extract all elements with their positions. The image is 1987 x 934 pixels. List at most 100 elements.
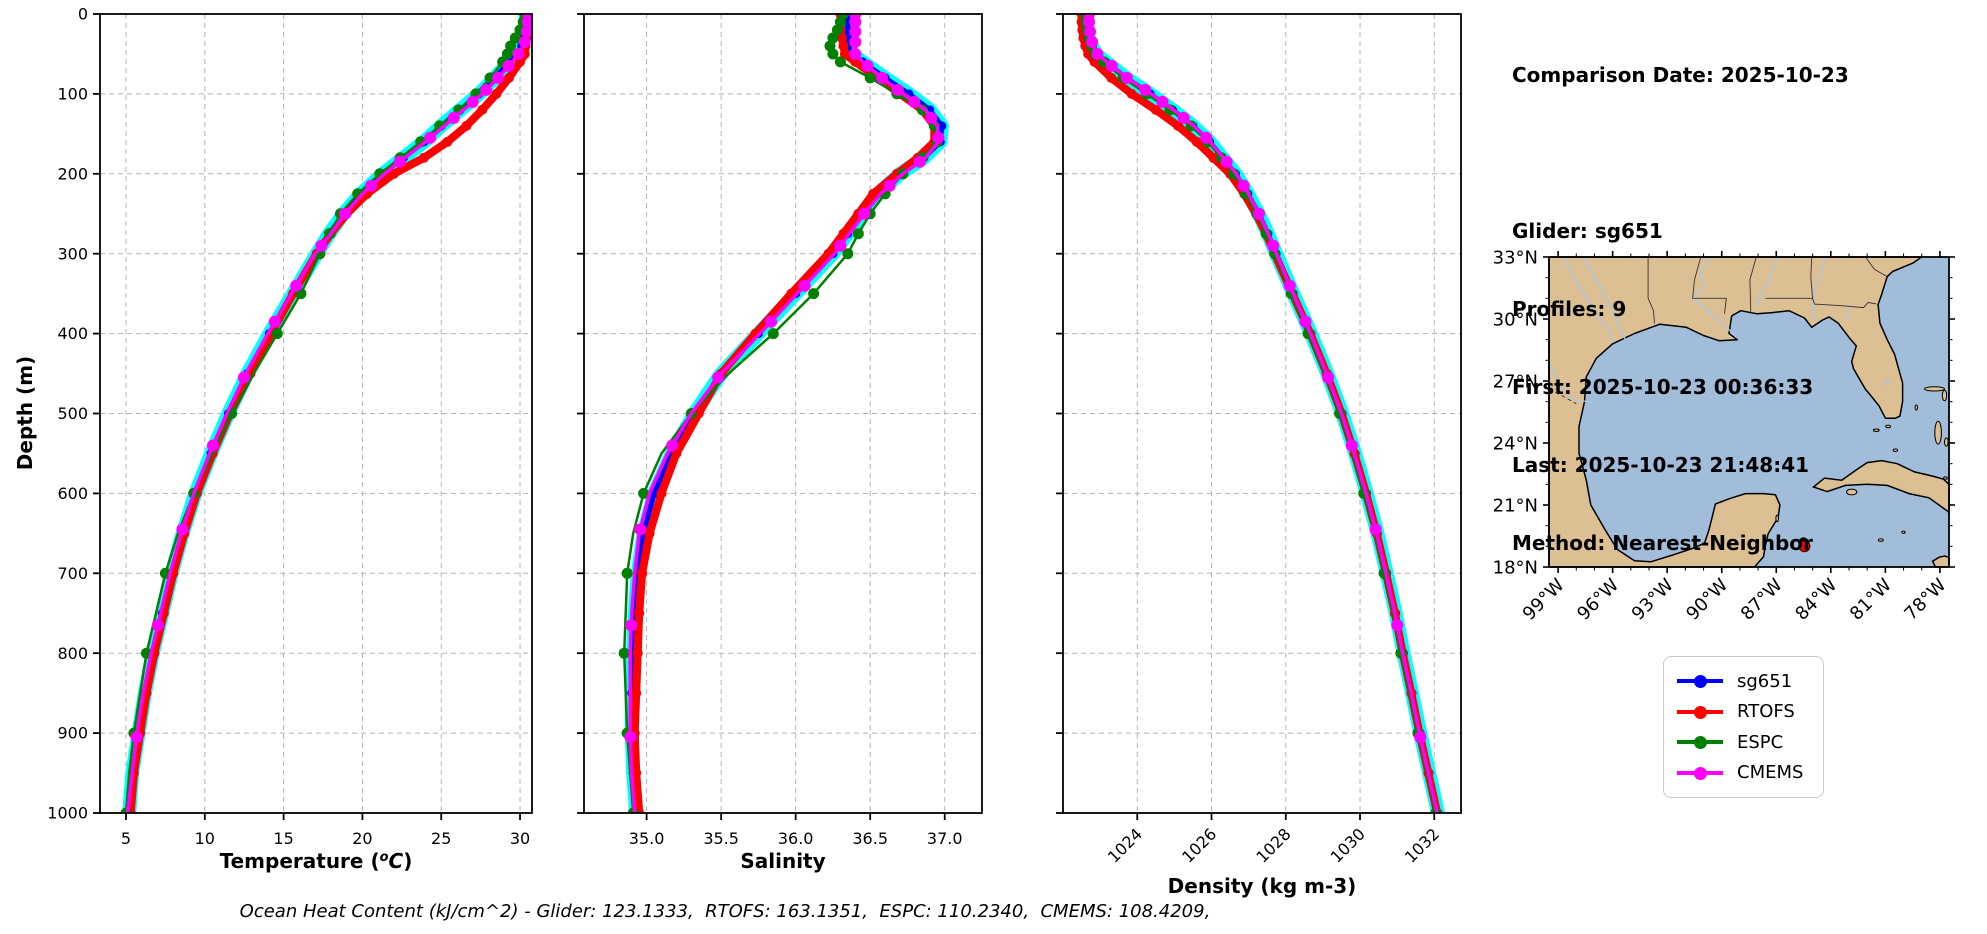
marker-RTOFS <box>632 648 643 659</box>
marker-CMEMS <box>891 83 904 96</box>
marker-CMEMS <box>925 111 938 124</box>
river <box>1757 256 1779 307</box>
marker-CMEMS <box>1086 36 1099 48</box>
x-tick-label: 35.5 <box>703 829 739 848</box>
marker-CMEMS <box>237 371 250 384</box>
x-tick-label: 25 <box>431 829 451 848</box>
marker-CMEMS <box>849 16 862 28</box>
island <box>1846 488 1858 496</box>
axis-ticks <box>1056 13 1436 820</box>
marker-CMEMS <box>1177 111 1190 124</box>
marker-ESPC <box>842 248 854 260</box>
marker-CMEMS <box>518 36 531 48</box>
marker-CMEMS <box>849 36 862 48</box>
legend-line-sample <box>1677 705 1723 719</box>
y-tick-label: 600 <box>57 484 88 503</box>
x-tick-label: 1032 <box>1401 824 1443 866</box>
marker-CMEMS <box>502 59 515 72</box>
marker-CMEMS <box>666 439 679 452</box>
glider-position-marker <box>1798 540 1811 553</box>
island <box>1934 420 1942 445</box>
y-tick-label: 0 <box>78 5 88 24</box>
marker-CMEMS <box>1156 95 1169 108</box>
marker-CMEMS <box>480 83 493 96</box>
marker-CMEMS <box>365 179 378 192</box>
marker-CMEMS <box>130 731 143 744</box>
marker-CMEMS <box>1084 25 1096 38</box>
map-frame <box>1548 256 1950 568</box>
marker-RTOFS <box>839 49 850 59</box>
marker-RTOFS <box>836 33 847 43</box>
marker-RTOFS <box>1191 136 1202 147</box>
x-tick-label: 5 <box>121 829 131 848</box>
state-border <box>1692 256 1727 314</box>
country-border <box>1548 388 1577 405</box>
series-line-RTOFS <box>1077 14 1442 813</box>
x-tick-label: 36.5 <box>852 829 888 848</box>
marker-RTOFS <box>418 152 429 163</box>
marker-RTOFS <box>1106 72 1117 83</box>
marker-RTOFS <box>631 688 642 699</box>
x-tick-label: 1028 <box>1252 824 1294 866</box>
x-tick-label: 1026 <box>1178 824 1220 866</box>
y-axis-title: Depth (m) <box>13 356 37 470</box>
marker-CMEMS <box>1369 523 1382 536</box>
marker-ESPC <box>834 56 846 68</box>
map-ticks <box>1543 251 1955 573</box>
legend: sg651 RTOFS ESPC CMEMS <box>1663 656 1825 798</box>
y-tick-label: 400 <box>57 324 88 343</box>
island <box>1914 404 1918 411</box>
river <box>1811 256 1827 320</box>
state-border <box>1812 298 1877 309</box>
comparison-date-text: Comparison Date: 2025-10-23 <box>1512 63 1849 87</box>
marker-CMEMS <box>1237 179 1250 192</box>
first-profile-time-text: First: 2025-10-23 00:36:33 <box>1512 375 1814 399</box>
marker-ESPC <box>271 328 283 340</box>
marker-CMEMS <box>634 523 647 536</box>
marker-RTOFS <box>637 568 648 579</box>
marker-CMEMS <box>1345 439 1358 452</box>
map-lat-label: 30°N <box>1493 309 1538 330</box>
legend-label: sg651 <box>1737 670 1793 692</box>
state-border <box>1765 256 1814 299</box>
marker-CMEMS <box>393 155 406 168</box>
axis-ticks <box>577 13 946 820</box>
y-tick-label: 900 <box>57 724 88 743</box>
marker-CMEMS <box>1283 279 1296 292</box>
legend-item-CMEMS: CMEMS <box>1677 760 1803 786</box>
legend-marker-dot <box>1694 705 1707 719</box>
marker-CMEMS <box>521 25 532 38</box>
marker-RTOFS <box>868 188 879 199</box>
x-axis-title: Density (kg m-3) <box>1168 874 1357 898</box>
marker-RTOFS <box>631 768 642 778</box>
marker-CMEMS <box>315 239 328 252</box>
marker-CMEMS <box>1322 371 1335 384</box>
temperature-profile: 5 10 15 20 25 3001002003004005006007008009001… <box>47 5 533 873</box>
island <box>1944 437 1949 447</box>
marker-ESPC <box>827 48 839 60</box>
island <box>1924 386 1945 392</box>
legend-label: RTOFS <box>1737 701 1795 723</box>
marker-RTOFS <box>838 41 849 51</box>
legend-marker-dot <box>1694 766 1707 780</box>
y-tick-label: 200 <box>57 164 88 183</box>
marker-CMEMS <box>1139 83 1152 96</box>
series-group <box>1076 14 1445 813</box>
marker-CMEMS <box>932 131 945 144</box>
map-lat-label: 27°N <box>1493 371 1538 392</box>
river <box>1692 256 1737 339</box>
lake-okeechobee <box>1884 379 1891 385</box>
marker-CMEMS <box>798 279 811 292</box>
marker-CMEMS <box>883 179 896 192</box>
last-profile-time-text: Last: 2025-10-23 21:48:41 <box>1512 453 1810 477</box>
marker-CMEMS <box>1105 59 1118 72</box>
state-border <box>1647 257 1655 324</box>
marker-CMEMS <box>207 439 219 452</box>
marker-RTOFS <box>644 528 655 539</box>
marker-ESPC <box>638 487 650 499</box>
marker-CMEMS <box>1267 239 1280 252</box>
marker-CMEMS <box>834 239 847 252</box>
marker-CMEMS <box>624 731 637 744</box>
map-lat-label: 18°N <box>1493 557 1538 578</box>
salinity-profile: 35.0 35.5 36.0 36.5 37.0 Salinity <box>577 13 983 873</box>
